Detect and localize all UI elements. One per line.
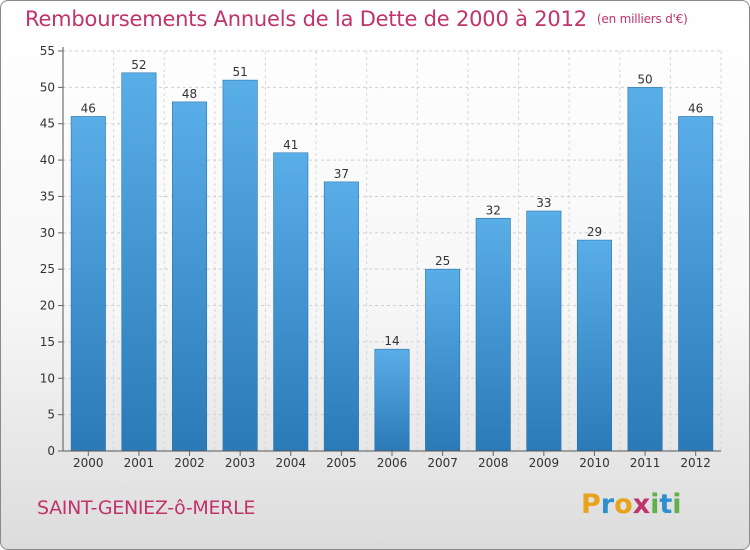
logo-letter: i <box>650 489 660 520</box>
y-tick-label: 15 <box>40 335 55 349</box>
bar-2009[interactable] <box>526 210 562 452</box>
logo-letter: r <box>600 489 615 520</box>
x-tick-label: 2001 <box>124 456 155 470</box>
x-tick-label: 2006 <box>377 456 408 470</box>
logo-letter: P <box>581 489 601 520</box>
bar-value-label: 50 <box>637 72 652 86</box>
x-tick-label: 2007 <box>427 456 458 470</box>
bar-2012[interactable] <box>678 116 714 452</box>
x-tick-label: 2010 <box>579 456 610 470</box>
bars: 46 52 48 51 41 37 14 25 32 33 29 50 46 <box>70 58 714 452</box>
bar-value-label: 46 <box>688 101 703 115</box>
chart-unit-label: (en milliers d'€) <box>596 12 688 26</box>
x-tick-label: 2012 <box>680 456 711 470</box>
y-tick-label: 30 <box>40 226 55 240</box>
x-tick-label: 2004 <box>275 456 306 470</box>
bar-value-label: 37 <box>334 167 349 181</box>
y-tick-label: 25 <box>40 262 55 276</box>
x-tick-label: 2000 <box>73 456 104 470</box>
x-tick-label: 2009 <box>529 456 560 470</box>
bar-2002[interactable] <box>172 101 208 452</box>
bar-value-label: 48 <box>182 87 197 101</box>
bar-value-label: 14 <box>384 334 399 348</box>
y-tick-label: 5 <box>47 408 55 422</box>
y-tick-label: 20 <box>40 299 55 313</box>
y-tick-label: 0 <box>47 444 55 458</box>
bar-value-label: 52 <box>131 58 146 72</box>
bar-2008[interactable] <box>475 217 511 452</box>
logo-letter: i <box>672 489 682 520</box>
logo-letter: t <box>659 489 673 520</box>
bar-value-label: 32 <box>486 203 501 217</box>
x-tick-label: 2003 <box>225 456 256 470</box>
bar-2004[interactable] <box>273 152 309 452</box>
bar-2005[interactable] <box>323 181 359 452</box>
y-tick-label: 50 <box>40 80 55 94</box>
bar-2006[interactable] <box>374 348 410 452</box>
y-tick-label: 10 <box>40 371 55 385</box>
logo-letter: x <box>632 489 651 520</box>
x-tick-label: 2005 <box>326 456 357 470</box>
bar-2010[interactable] <box>576 239 612 452</box>
bar-value-label: 33 <box>536 196 551 210</box>
bar-2007[interactable] <box>425 268 461 452</box>
y-tick-label: 55 <box>40 44 55 58</box>
bar-value-label: 29 <box>587 225 602 239</box>
bar-value-label: 46 <box>81 101 96 115</box>
chart-title-text: Remboursements Annuels de la Dette de 20… <box>25 7 587 31</box>
bar-2003[interactable] <box>222 79 258 452</box>
bar-2011[interactable] <box>627 87 663 452</box>
x-tick-label: 2011 <box>630 456 661 470</box>
y-tick-label: 35 <box>40 189 55 203</box>
logo-letter: o <box>614 489 633 520</box>
commune-name: SAINT-GENIEZ-ô-MERLE <box>37 497 256 519</box>
bar-2000[interactable] <box>70 116 106 452</box>
bar-value-label: 51 <box>233 65 248 79</box>
bar-value-label: 41 <box>283 138 298 152</box>
bar-value-label: 25 <box>435 254 450 268</box>
axes: 0 5 10 15 20 25 30 35 40 45 50 55 2000 2001 2002 2003 20… <box>40 44 721 470</box>
x-tick-label: 2002 <box>174 456 205 470</box>
y-tick-label: 40 <box>40 153 55 167</box>
proxiti-logo[interactable]: Proxiti <box>581 489 682 520</box>
bar-2001[interactable] <box>121 72 157 452</box>
x-tick-label: 2008 <box>478 456 509 470</box>
y-tick-label: 45 <box>40 117 55 131</box>
chart-title: Remboursements Annuels de la Dette de 20… <box>25 7 688 31</box>
